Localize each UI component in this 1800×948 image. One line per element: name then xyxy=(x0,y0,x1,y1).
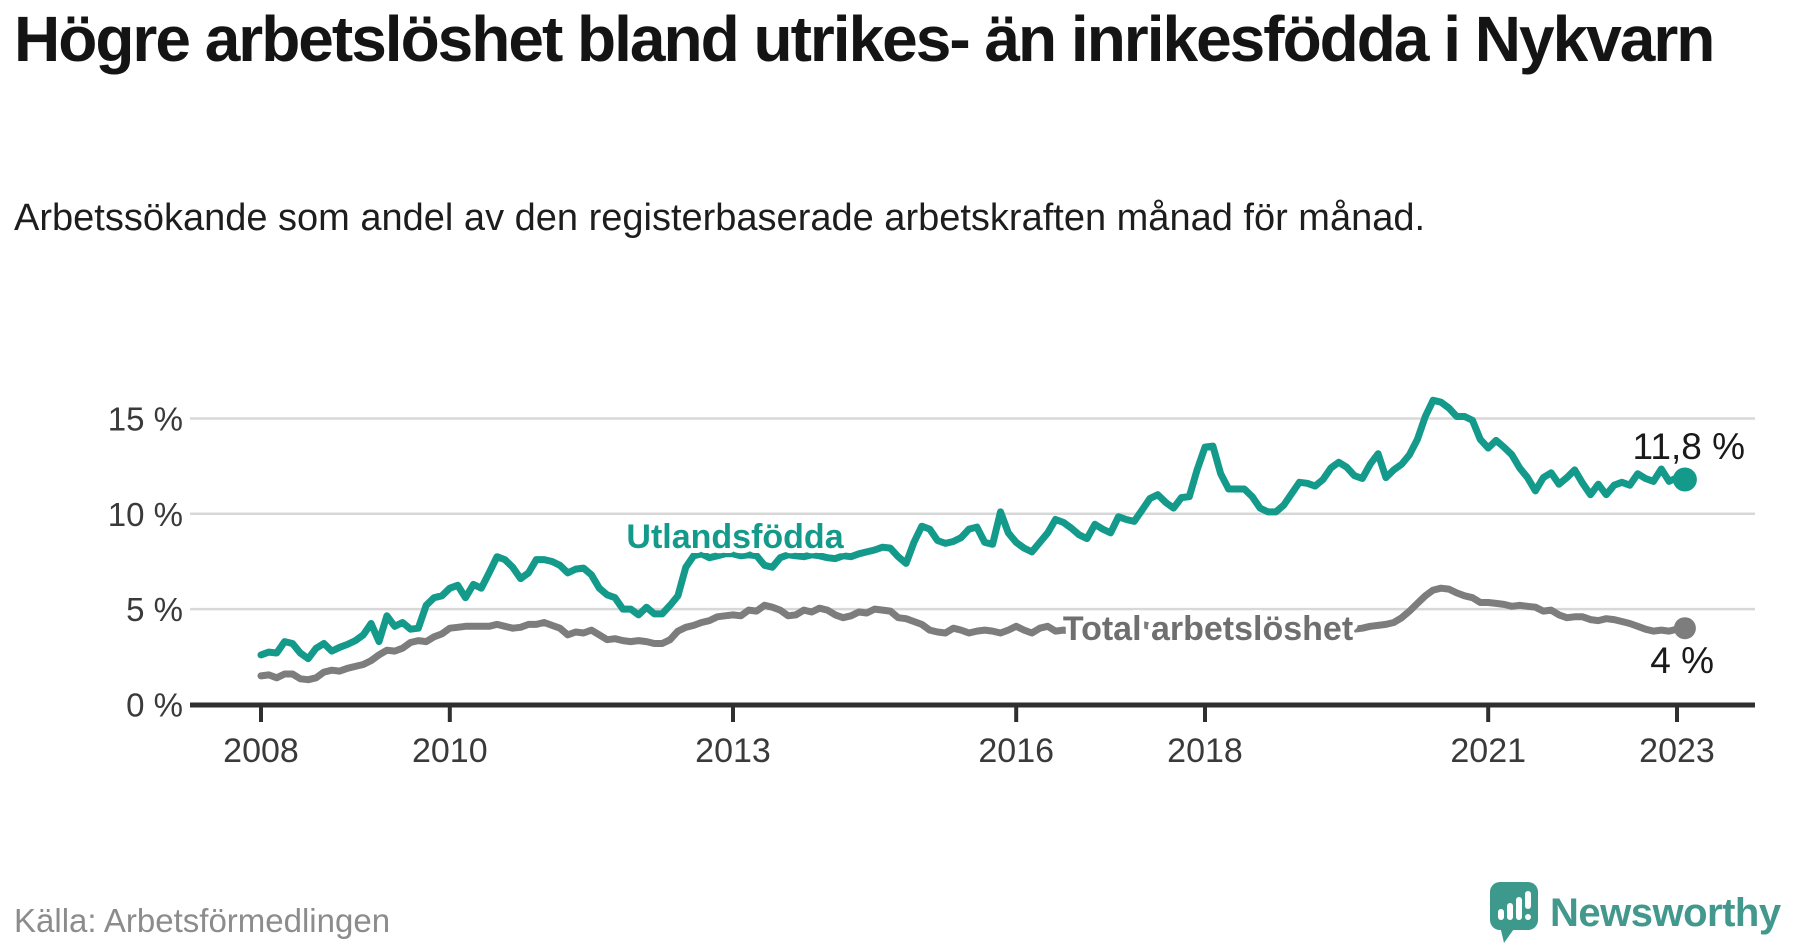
series-label-total-arbetsloshet: Total arbetslöshet xyxy=(1063,610,1353,648)
x-tick-label: 2021 xyxy=(1450,732,1526,770)
end-value-label-utlandsfodda: 11,8 % xyxy=(1633,426,1745,467)
y-tick-label: 15 % xyxy=(108,400,183,437)
y-axis-labels: 0 % 5 % 10 % 15 % xyxy=(108,400,183,723)
newsworthy-logo-icon xyxy=(1490,882,1538,944)
x-axis-ticks xyxy=(259,705,1679,722)
series-end-dot xyxy=(1673,617,1696,640)
y-tick-label: 10 % xyxy=(108,496,183,533)
page-title: Högre arbetslöshet bland utrikes- än inr… xyxy=(14,3,1715,75)
gridlines xyxy=(190,417,1755,611)
x-tick-label: 2010 xyxy=(412,732,488,770)
source-note: Källa: Arbetsförmedlingen xyxy=(14,902,391,939)
x-tick-label: 2018 xyxy=(1167,732,1243,770)
series-line-utlandsfodda xyxy=(257,396,1689,663)
series-lines xyxy=(257,396,1689,684)
x-tick-label: 2016 xyxy=(978,732,1054,770)
chart-subtitle: Arbetssökande som andel av den registerb… xyxy=(14,197,1426,239)
brand-lockup: Newsworthy xyxy=(1490,882,1781,944)
series-label-utlandsfodda: Utlandsfödda xyxy=(626,518,844,556)
series-end-dot xyxy=(1672,467,1697,492)
x-tick-label: 2013 xyxy=(695,732,771,770)
x-tick-label: 2008 xyxy=(223,732,299,770)
series-end-dots xyxy=(1672,467,1697,640)
y-tick-label: 5 % xyxy=(126,591,183,628)
series-line-total-arbetsloshet xyxy=(257,584,1689,684)
x-tick-label: 2023 xyxy=(1639,732,1715,770)
brand-name: Newsworthy xyxy=(1550,890,1781,935)
x-axis-year-labels: 2008 2010 2013 2016 2018 2021 2023 xyxy=(223,732,1715,770)
end-value-label-total: 4 % xyxy=(1650,640,1714,681)
y-tick-label: 0 % xyxy=(126,687,183,724)
